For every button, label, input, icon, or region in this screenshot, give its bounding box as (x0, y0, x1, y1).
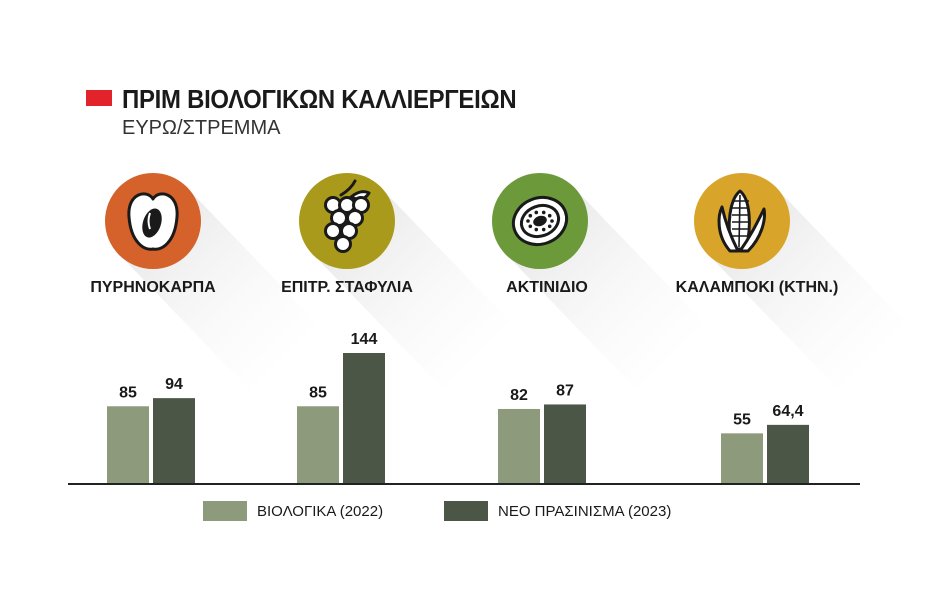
bar-neo-prasinisma-1 (153, 398, 195, 483)
corn-icon (694, 173, 790, 269)
bar-value-label: 85 (309, 384, 327, 401)
legend-label-biologika: ΒΙΟΛΟΓΙΚΑ (2022) (257, 502, 384, 520)
legend-swatch-biologika (203, 501, 247, 521)
title-marker (86, 90, 112, 106)
chart-subtitle: ΕΥΡΩ/ΣΤΡΕΜΜΑ (122, 117, 281, 139)
bar-value-label: 144 (351, 331, 378, 348)
category-label-kiwi: ΑΚΤΙΝΙΔΙΟ (506, 279, 588, 296)
bar-neo-prasinisma-2 (343, 353, 385, 483)
bar-biologika-2 (297, 406, 339, 483)
chart-title: ΠΡΙΜ ΒΙΟΛΟΓΙΚΩΝ ΚΑΛΛΙΕΡΓΕΙΩΝ (122, 84, 517, 114)
bar-value-label: 64,4 (772, 403, 803, 420)
bar-neo-prasinisma-4 (767, 424, 809, 483)
legend-label-neo-prasinisma: ΝΕΟ ΠΡΑΣΙΝΙΣΜΑ (2023) (498, 502, 672, 520)
bar-biologika-3 (498, 408, 540, 483)
category-label-stone-fruit: ΠΥΡΗΝΟΚΑΡΠΑ (90, 279, 216, 296)
bar-biologika-1 (107, 406, 149, 483)
legend-item-neo-prasinisma: ΝΕΟ ΠΡΑΣΙΝΙΣΜΑ (2023) (444, 500, 671, 522)
bar-value-label: 82 (510, 387, 528, 404)
bar-value-label: 55 (733, 411, 751, 428)
bar-neo-prasinisma-3 (544, 404, 586, 483)
kiwi-icon (492, 173, 588, 269)
legend-swatch-neo-prasinisma (444, 501, 488, 521)
bar-value-label: 94 (165, 376, 183, 393)
category-label-grapes: ΕΠΙΤΡ. ΣΤΑΦΥΛΙΑ (281, 279, 413, 296)
grapes-icon (299, 173, 395, 269)
bar-biologika-4 (721, 433, 763, 483)
bar-value-label: 85 (119, 384, 137, 401)
category-label-corn: ΚΑΛΑΜΠΟΚΙ (ΚΤΗΝ.) (676, 279, 839, 296)
bar-value-label: 87 (556, 382, 574, 399)
legend-item-biologika: ΒΙΟΛΟΓΙΚΑ (2022) (203, 500, 383, 522)
stone-fruit-icon (105, 173, 201, 269)
